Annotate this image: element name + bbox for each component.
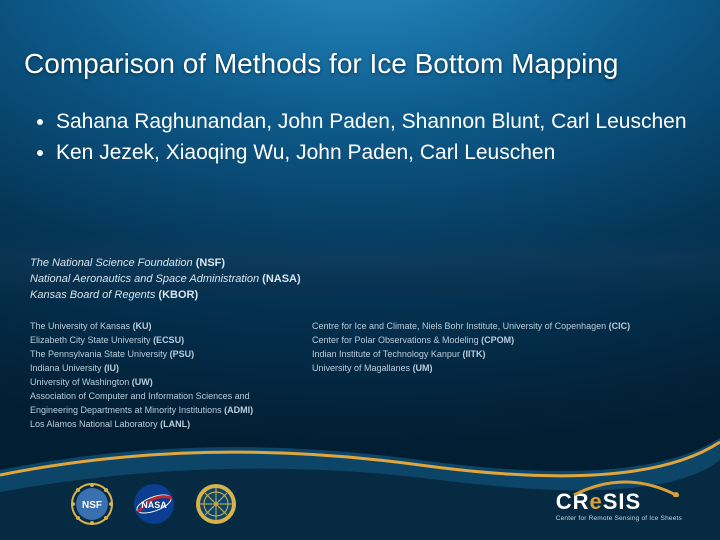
slide-title: Comparison of Methods for Ice Bottom Map…	[24, 48, 696, 80]
affil-line: Indiana University (IU)	[30, 362, 253, 376]
affil-line: The Pennsylvania State University (PSU)	[30, 348, 253, 362]
affil-line: University of Magallanes (UM)	[312, 362, 630, 376]
affil-line: Center for Polar Observations & Modeling…	[312, 334, 630, 348]
cresis-arc-icon	[570, 475, 680, 497]
svg-text:NASA: NASA	[141, 500, 167, 510]
affil-line: Engineering Departments at Minority Inst…	[30, 404, 253, 418]
seal-logo-icon	[194, 482, 238, 526]
svg-text:NSF: NSF	[82, 500, 102, 511]
affil-line: Association of Computer and Information …	[30, 390, 253, 404]
author-bullets: Sahana Raghunandan, John Paden, Shannon …	[30, 108, 690, 171]
bullet-item: Ken Jezek, Xiaoqing Wu, John Paden, Carl…	[56, 139, 690, 166]
sponsor-line: Kansas Board of Regents (KBOR)	[30, 288, 301, 304]
major-sponsors: The National Science Foundation (NSF) Na…	[30, 256, 301, 304]
nsf-logo-icon: NSF	[70, 482, 114, 526]
affil-line: Elizabeth City State University (ECSU)	[30, 334, 253, 348]
affil-line: Centre for Ice and Climate, Niels Bohr I…	[312, 320, 630, 334]
affiliations-left: The University of Kansas (KU) Elizabeth …	[30, 320, 253, 432]
sponsor-line: The National Science Foundation (NSF)	[30, 256, 301, 272]
cresis-logo: CReSIS Center for Remote Sensing of Ice …	[556, 489, 682, 522]
bullet-item: Sahana Raghunandan, John Paden, Shannon …	[56, 108, 690, 135]
nasa-logo-icon: NASA	[132, 482, 176, 526]
affiliations-right: Centre for Ice and Climate, Niels Bohr I…	[312, 320, 630, 376]
footer-logos: NSF NASA	[70, 482, 238, 526]
sponsor-line: National Aeronautics and Space Administr…	[30, 272, 301, 288]
affil-line: The University of Kansas (KU)	[30, 320, 253, 334]
affil-line: Indian Institute of Technology Kanpur (I…	[312, 348, 630, 362]
cresis-subtitle: Center for Remote Sensing of Ice Sheets	[556, 515, 682, 522]
affil-line: University of Washington (UW)	[30, 376, 253, 390]
